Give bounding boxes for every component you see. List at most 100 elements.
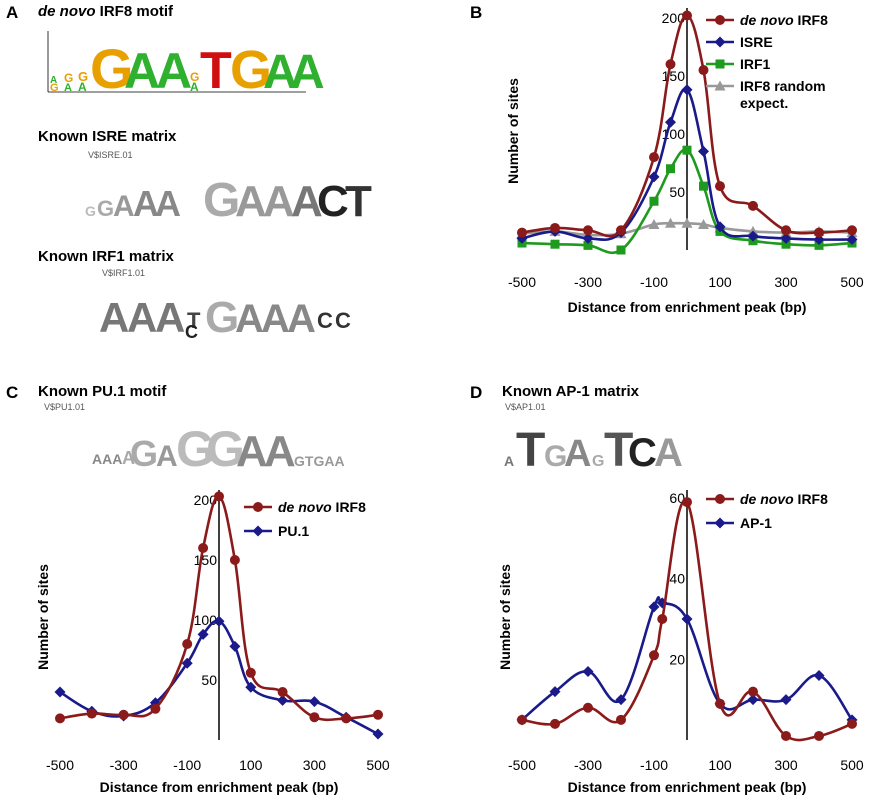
- svg-text:A: A: [290, 46, 325, 99]
- data-point: [616, 225, 626, 236]
- data-point: [616, 714, 626, 725]
- svg-text:G: G: [205, 293, 239, 342]
- svg-text:C: C: [317, 308, 333, 333]
- irf1-matrix-logo: A A A T C G A A A C C: [99, 293, 351, 342]
- data-point: [682, 10, 692, 21]
- svg-text:A: A: [155, 183, 181, 224]
- legend-item: AP-1: [706, 515, 772, 531]
- svg-text:A: A: [261, 297, 290, 341]
- x-axis-label: Distance from enrichment peak (bp): [568, 299, 807, 315]
- svg-text:T: T: [516, 424, 545, 477]
- data-point: [118, 709, 129, 720]
- y-tick-label: 150: [662, 68, 686, 84]
- panel-letter-a: A: [6, 3, 19, 22]
- data-point: [847, 718, 857, 729]
- x-tick-label: -300: [574, 757, 602, 773]
- data-point: [714, 221, 726, 233]
- data-point: [847, 225, 857, 236]
- data-point: [54, 686, 66, 698]
- svg-text:G: G: [592, 453, 604, 470]
- panel-a-title: de novo IRF8 motif: [38, 3, 173, 20]
- pu1-motif-logo: AAA A G A G G A A GTGAA: [92, 421, 345, 477]
- data-point: [582, 232, 594, 244]
- y-tick-label: 50: [669, 184, 685, 200]
- legend-item: de novo IRF8: [244, 499, 366, 515]
- data-point: [813, 669, 825, 681]
- svg-text:A: A: [235, 297, 264, 341]
- svg-text:A: A: [78, 80, 87, 94]
- x-tick-label: 500: [366, 757, 390, 773]
- panel-letter-c: C: [6, 383, 19, 402]
- data-point: [213, 615, 225, 627]
- series-denovo: [55, 491, 383, 724]
- x-tick-label: 300: [774, 757, 798, 773]
- x-tick-label: -100: [640, 274, 668, 290]
- svg-text:A: A: [155, 294, 185, 341]
- svg-text:A: A: [263, 46, 298, 99]
- y-tick-label: 200: [194, 492, 218, 508]
- data-point: [813, 234, 825, 246]
- x-tick-label: 100: [239, 757, 263, 773]
- data-point: [699, 181, 708, 191]
- x-tick-label: -100: [173, 757, 201, 773]
- svg-text:G: G: [203, 174, 240, 227]
- data-point: [781, 730, 791, 741]
- x-tick-label: 500: [840, 757, 864, 773]
- data-point: [616, 245, 626, 255]
- legend-marker: [714, 517, 726, 529]
- legend-label: IRF8 random expect.: [740, 78, 826, 111]
- svg-text:T: T: [345, 177, 372, 226]
- svg-text:G: G: [90, 37, 134, 100]
- svg-text:A: A: [287, 297, 316, 341]
- data-point: [373, 709, 383, 720]
- data-point: [665, 116, 676, 128]
- data-point: [666, 164, 675, 174]
- legend-marker: [714, 80, 726, 91]
- legend-marker: [715, 59, 725, 69]
- data-point: [748, 200, 758, 211]
- legend-label: AP-1: [740, 515, 772, 531]
- data-point: [649, 152, 659, 163]
- svg-text:A: A: [156, 43, 192, 99]
- data-point: [682, 145, 692, 155]
- panel-letter-d: D: [470, 383, 483, 402]
- data-point: [277, 687, 288, 697]
- x-tick-label: -500: [508, 757, 536, 773]
- data-point: [814, 240, 824, 250]
- data-point: [846, 234, 858, 246]
- legend-item: de novo IRF8: [706, 12, 828, 28]
- data-point: [150, 703, 161, 714]
- series-isre: [516, 84, 858, 246]
- panel-a-title-italic: de novo: [38, 3, 96, 20]
- x-tick-label: 300: [774, 274, 798, 290]
- svg-text:G: G: [130, 433, 158, 474]
- irf1-matrix-title: Known IRF1 matrix: [38, 248, 174, 265]
- data-point: [814, 730, 824, 741]
- svg-text:G: G: [64, 71, 73, 85]
- isre-matrix-title: Known ISRE matrix: [38, 128, 177, 145]
- denovo-irf8-sequence-logo: G A A G A G G A A A G T G A A A: [47, 31, 325, 100]
- pu1-motif-label: V$PU1.01: [44, 402, 86, 412]
- svg-text:A: A: [190, 80, 199, 94]
- legend-marker: [714, 36, 726, 48]
- legend-marker: [715, 494, 725, 504]
- x-tick-label: -300: [574, 274, 602, 290]
- svg-text:A: A: [264, 427, 296, 476]
- legend-item: IRF8 random expect.: [706, 78, 826, 111]
- data-point: [229, 555, 240, 565]
- x-tick-label: 100: [708, 274, 732, 290]
- data-point: [649, 196, 659, 206]
- svg-text:A: A: [113, 190, 135, 223]
- svg-text:A: A: [263, 177, 295, 226]
- data-point: [657, 614, 668, 625]
- data-point: [245, 667, 256, 678]
- series-denovo: [517, 497, 857, 742]
- legend-label: ISRE: [740, 34, 773, 50]
- data-point: [517, 714, 527, 725]
- data-point: [648, 218, 660, 229]
- svg-text:G: G: [97, 196, 114, 221]
- svg-text:GTGAA: GTGAA: [294, 453, 345, 469]
- data-point: [86, 708, 97, 719]
- svg-text:G: G: [544, 440, 567, 473]
- legend-label: de novo IRF8: [278, 499, 366, 515]
